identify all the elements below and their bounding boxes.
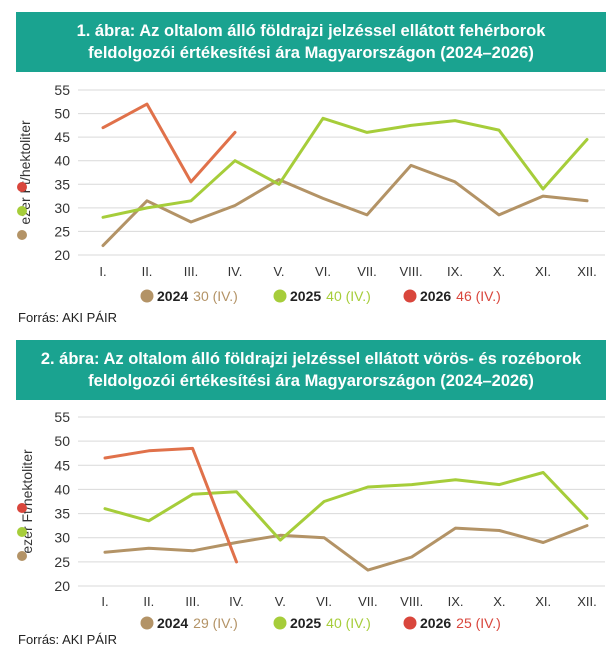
series-line-2026 bbox=[103, 446, 238, 564]
y-tick-label: 40 bbox=[54, 153, 70, 169]
x-tick-label: V. bbox=[273, 264, 284, 279]
y-tick-label: 25 bbox=[54, 223, 70, 239]
line-chart-white-wine: 20 25 30 35 40 45 50 55 I. II. III. IV. V. VI. VII. VII… bbox=[17, 82, 605, 304]
chart-title-banner: 2. ábra: Az oltalom álló földrajzi jelzé… bbox=[16, 340, 606, 400]
chart-panel-1: 1. ábra: Az oltalom álló földrajzi jelzé… bbox=[16, 12, 606, 325]
line-chart-red-rose-wine: 20 25 30 35 40 45 50 55 I. II. III. IV. V. VI. VII. VII… bbox=[17, 409, 605, 631]
legend-item-2025: 2025 40 (IV.) bbox=[273, 288, 371, 304]
x-tick-label: VII. bbox=[358, 594, 378, 609]
y-tick-label: 35 bbox=[54, 506, 70, 522]
chart-panel-2: 2. ábra: Az oltalom álló földrajzi jelzé… bbox=[0, 336, 615, 664]
x-tick-label: I. bbox=[101, 594, 108, 609]
x-tick-label: XII. bbox=[577, 264, 597, 279]
series-line-2025 bbox=[101, 116, 589, 219]
x-tick-label: III. bbox=[185, 594, 199, 609]
y-tick-label: 45 bbox=[54, 129, 70, 145]
chart-title-line-2: feldolgozói értékesítési ára Magyarorszá… bbox=[88, 44, 534, 62]
y-tick-label: 30 bbox=[54, 200, 70, 216]
x-tick-label: VII. bbox=[357, 264, 377, 279]
x-tick-label: IV. bbox=[228, 264, 243, 279]
y-axis-series-dot bbox=[17, 206, 27, 216]
legend-item-2025: 2025 40 (IV.) bbox=[273, 615, 371, 631]
y-tick-label: 55 bbox=[54, 409, 70, 425]
series-line-2024 bbox=[101, 163, 589, 248]
legend-label: 2026 46 (IV.) bbox=[420, 288, 501, 304]
legend-swatch bbox=[403, 616, 417, 630]
x-tick-label: IX. bbox=[448, 594, 464, 609]
y-axis-series-dot bbox=[17, 230, 27, 240]
series-line-2025 bbox=[103, 471, 589, 542]
legend-swatch bbox=[403, 289, 417, 303]
legend-swatch bbox=[140, 289, 154, 303]
y-tick-label: 20 bbox=[54, 247, 70, 263]
x-tick-label: II. bbox=[142, 264, 153, 279]
legend-label: 2026 25 (IV.) bbox=[420, 615, 501, 631]
y-tick-label: 25 bbox=[54, 554, 70, 570]
legend-label: 2025 40 (IV.) bbox=[290, 615, 371, 631]
chart-title-line-2: feldolgozói értékesítési ára Magyarorszá… bbox=[88, 372, 534, 390]
x-tick-label: VIII. bbox=[400, 594, 423, 609]
source-note: Forrás: AKI PÁIR bbox=[18, 310, 117, 325]
x-tick-label: XII. bbox=[577, 594, 597, 609]
y-tick-label: 50 bbox=[54, 106, 70, 122]
y-tick-label: 50 bbox=[54, 433, 70, 449]
chart-title-line-1: 1. ábra: Az oltalom álló földrajzi jelzé… bbox=[76, 22, 546, 40]
y-tick-label: 45 bbox=[54, 457, 70, 473]
y-axis-label: ezer Ft/hektoliter bbox=[19, 449, 35, 554]
legend-label: 2024 29 (IV.) bbox=[157, 615, 238, 631]
x-tick-label: II. bbox=[143, 594, 154, 609]
y-axis-series-dot bbox=[17, 551, 27, 561]
source-note: Forrás: AKI PÁIR bbox=[18, 632, 117, 647]
x-tick-label: VI. bbox=[315, 264, 331, 279]
x-tick-label: IX. bbox=[447, 264, 463, 279]
x-tick-label: III. bbox=[184, 264, 198, 279]
x-tick-label: XI. bbox=[535, 264, 551, 279]
chart-title-banner: 1. ábra: Az oltalom álló földrajzi jelzé… bbox=[16, 12, 606, 72]
x-tick-label: I. bbox=[99, 264, 106, 279]
x-tick-label: X. bbox=[493, 594, 505, 609]
y-tick-label: 40 bbox=[54, 481, 70, 497]
x-tick-label: V. bbox=[275, 594, 286, 609]
x-tick-label: VIII. bbox=[399, 264, 422, 279]
y-tick-label: 55 bbox=[54, 82, 70, 98]
x-tick-label: IV. bbox=[229, 594, 244, 609]
y-axis-label: ezer Ft/hektoliter bbox=[17, 120, 33, 225]
series-line-2024 bbox=[103, 524, 589, 572]
y-tick-label: 35 bbox=[54, 176, 70, 192]
y-axis-series-dot bbox=[17, 503, 27, 513]
legend-item-2026: 2026 25 (IV.) bbox=[403, 615, 501, 631]
legend-item-2024: 2024 30 (IV.) bbox=[140, 288, 238, 304]
series-line-2026 bbox=[101, 102, 237, 184]
legend-swatch bbox=[273, 616, 287, 630]
legend-label: 2024 30 (IV.) bbox=[157, 288, 238, 304]
legend-label: 2025 40 (IV.) bbox=[290, 288, 371, 304]
x-tick-label: X. bbox=[493, 264, 505, 279]
legend-item-2024: 2024 29 (IV.) bbox=[140, 615, 238, 631]
x-tick-label: XI. bbox=[535, 594, 551, 609]
y-tick-label: 30 bbox=[54, 530, 70, 546]
legend-item-2026: 2026 46 (IV.) bbox=[403, 288, 501, 304]
legend-swatch bbox=[140, 616, 154, 630]
y-axis-series-dot bbox=[17, 182, 27, 192]
x-tick-label: VI. bbox=[316, 594, 332, 609]
y-axis-series-dot bbox=[17, 527, 27, 537]
chart-title-line-1: 2. ábra: Az oltalom álló földrajzi jelzé… bbox=[40, 350, 582, 368]
y-tick-label: 20 bbox=[54, 578, 70, 594]
legend-swatch bbox=[273, 289, 287, 303]
